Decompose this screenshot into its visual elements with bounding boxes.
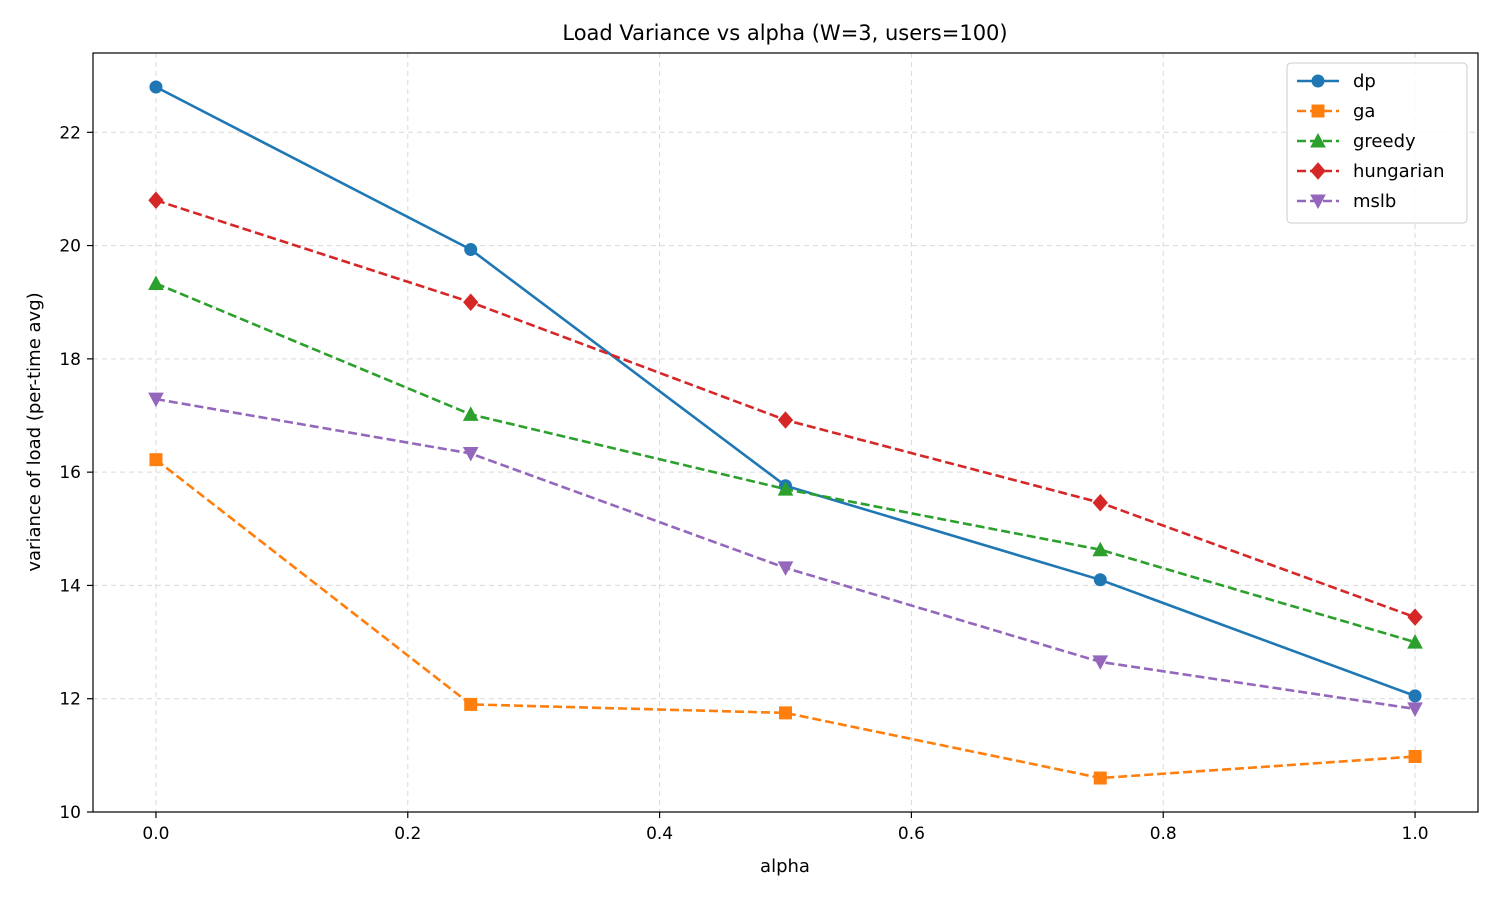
legend-marker-hungarian: [1310, 162, 1326, 180]
series-ga: [149, 453, 1422, 785]
x-tick-label: 1.0: [1402, 824, 1429, 844]
data-point-greedy: [1407, 634, 1423, 649]
y-tick-label: 14: [59, 576, 81, 596]
data-point-mslb: [777, 561, 794, 576]
y-tick-label: 20: [59, 237, 81, 257]
legend-item-ga: ga: [1297, 101, 1375, 122]
data-point-greedy: [777, 481, 794, 496]
legend-marker-greedy: [1310, 132, 1326, 148]
legend-label-hungarian: hungarian: [1353, 161, 1445, 182]
series-hungarian: [148, 191, 1423, 626]
data-point-dp: [1093, 573, 1107, 587]
legend: dp ga greedy hungarian mslb: [1286, 62, 1468, 224]
y-axis-label: variance of load (per-time avg): [24, 292, 45, 571]
legend-item-mslb: mslb: [1297, 191, 1396, 212]
data-point-dp: [464, 243, 478, 257]
series-line-ga: [155, 458, 1416, 780]
series-layer: [148, 80, 1423, 785]
x-axis-label: alpha: [760, 856, 810, 877]
data-point-hungarian: [777, 411, 794, 429]
x-tick-label: 0.0: [142, 824, 169, 844]
legend-label-dp: dp: [1353, 71, 1376, 92]
data-point-greedy: [148, 275, 164, 291]
y-tick-label: 16: [59, 463, 81, 483]
legend-label-greedy: greedy: [1353, 131, 1416, 152]
data-point-ga: [149, 453, 163, 467]
series-mslb: [148, 392, 1423, 717]
data-point-hungarian: [463, 293, 479, 311]
legend-box: [1286, 62, 1468, 224]
data-point-greedy: [1092, 541, 1109, 557]
data-point-hungarian: [148, 191, 164, 210]
x-tick-label: 0.6: [898, 824, 925, 844]
data-point-mslb: [1092, 655, 1109, 670]
data-point-hungarian: [1092, 493, 1108, 512]
legend-item-greedy: greedy: [1297, 131, 1416, 152]
y-tick-label: 18: [59, 350, 81, 370]
legend-label-ga: ga: [1353, 101, 1375, 122]
data-point-ga: [1408, 749, 1422, 763]
legend-item-dp: dp: [1297, 71, 1376, 92]
data-point-mslb: [148, 392, 164, 408]
x-tick-label: 0.4: [646, 824, 673, 844]
data-point-ga: [779, 706, 792, 720]
legend-marker-mslb: [1310, 194, 1326, 210]
data-point-dp: [149, 80, 163, 94]
legend-marker-dp: [1311, 74, 1325, 88]
plot-frame: [92, 52, 1479, 813]
data-point-ga: [1093, 771, 1107, 785]
x-tick-label: 0.8: [1150, 824, 1177, 844]
data-point-ga: [464, 697, 478, 711]
legend-item-hungarian: hungarian: [1297, 161, 1445, 182]
legend-label-mslb: mslb: [1353, 191, 1396, 212]
data-point-hungarian: [1407, 608, 1423, 626]
y-tick-label: 22: [59, 123, 81, 143]
data-point-mslb: [1407, 702, 1423, 717]
y-tick-label: 10: [59, 803, 81, 823]
y-tick-label: 12: [59, 690, 81, 710]
legend-marker-ga: [1311, 104, 1325, 118]
data-point-mslb: [462, 446, 479, 462]
data-point-greedy: [462, 406, 479, 421]
chart-title: Load Variance vs alpha (W=3, users=100): [562, 21, 1007, 45]
x-tick-label: 0.2: [394, 824, 421, 844]
axis-ticks: 0.0 0.2 0.4 0.6 0.8 1.0 10 12 14 16 18 20 22: [59, 123, 1428, 844]
data-point-dp: [1408, 689, 1422, 703]
series-greedy: [148, 275, 1423, 649]
